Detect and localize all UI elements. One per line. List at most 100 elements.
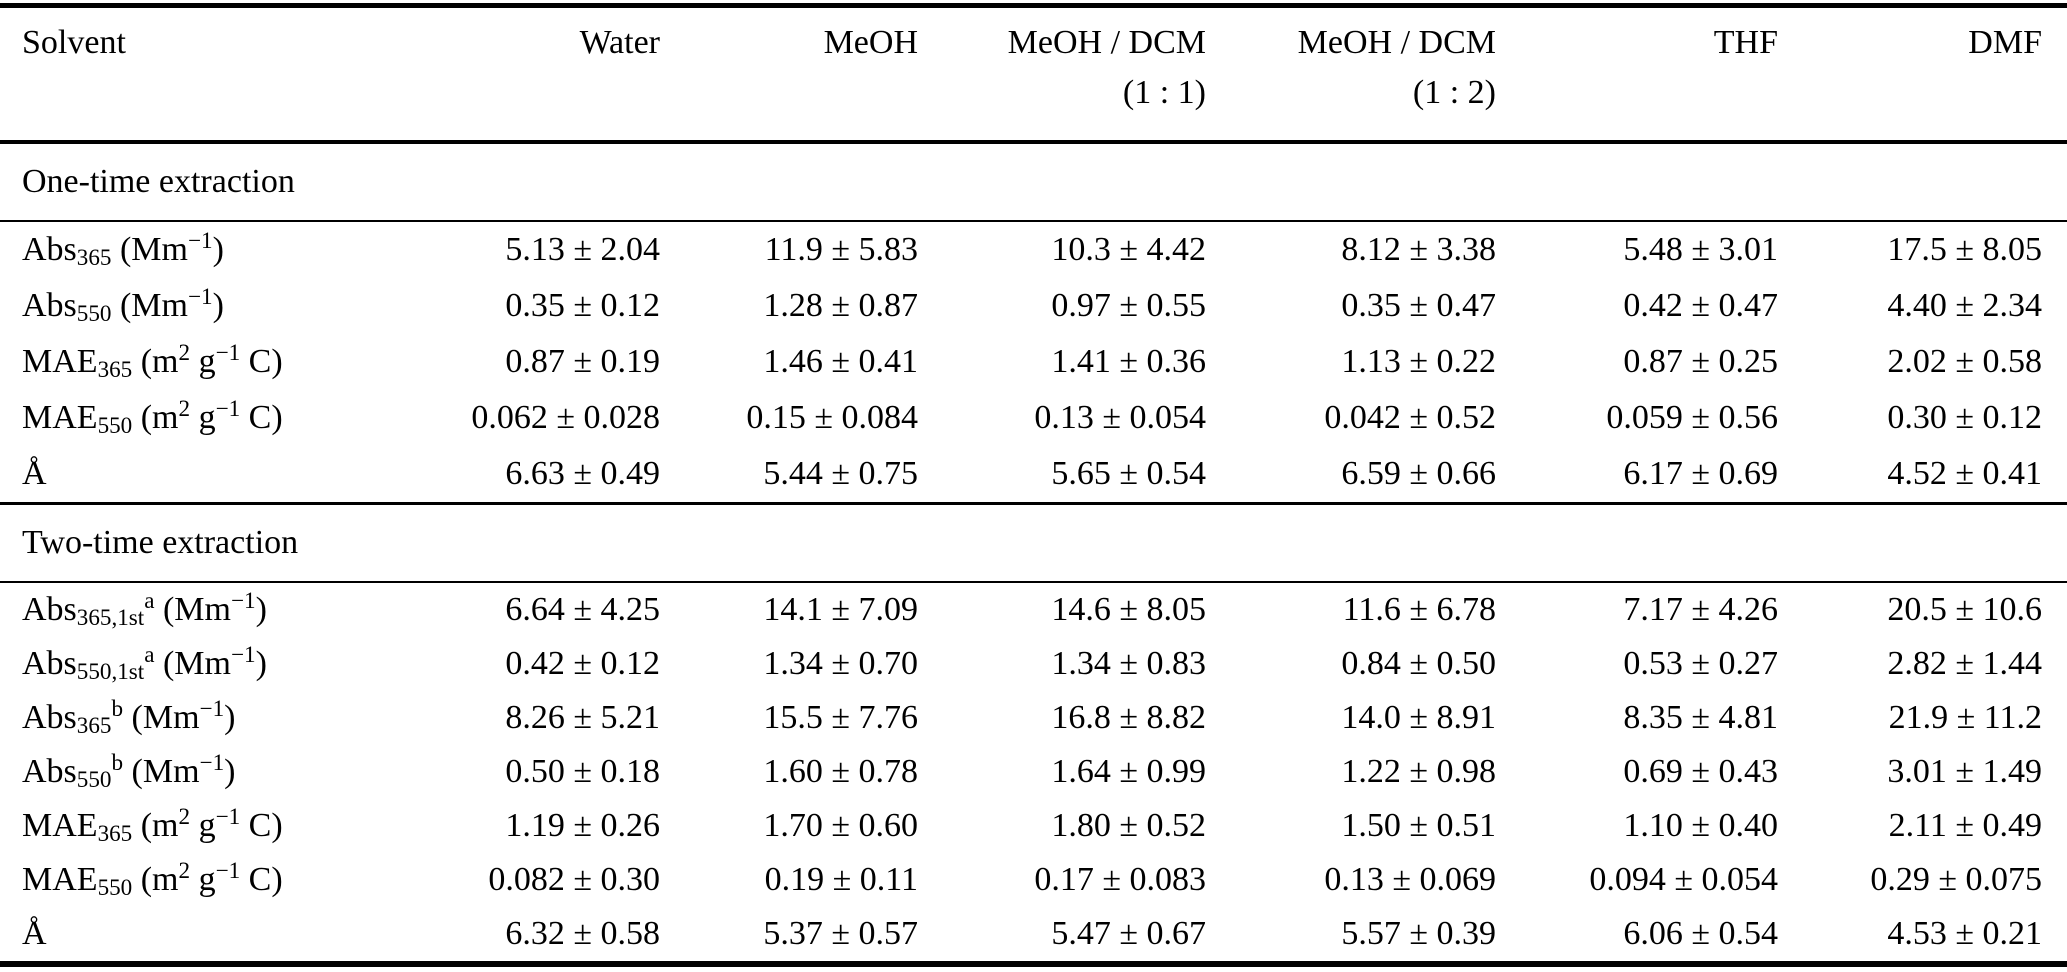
table-row: Å 6.63 ± 0.49 5.44 ± 0.75 5.65 ± 0.54 6.59 ±… (0, 446, 2067, 504)
value-cell: 10.3 ± 4.42 (1051, 231, 1206, 268)
solvent-extraction-table: Solvent Water MeOH MeOH / DCM (1 : 1) MeOH / … (0, 3, 2067, 967)
table-body: One-time extraction Abs365 (Mm−1) 5.13 ± 2… (0, 142, 2067, 964)
column-header: MeOH (660, 6, 918, 143)
label-text: C) (240, 861, 283, 898)
section-title: Two-time extraction (22, 524, 299, 561)
label-subscript: 365 (76, 713, 112, 740)
column-header: DMF (1778, 6, 2067, 143)
header-line1: Water (579, 24, 660, 61)
value-cell: 7.17 ± 4.26 (1623, 591, 1778, 628)
table-row: Abs550,1sta (Mm−1) 0.42 ± 0.12 1.34 ± 0.70… (0, 637, 2067, 691)
label-superscript: 2 (178, 858, 191, 885)
label-text: C) (240, 807, 283, 844)
label-text: ) (212, 231, 224, 268)
section-title: One-time extraction (22, 163, 295, 200)
header-line1: MeOH / DCM (1297, 24, 1496, 61)
header-line2 (1778, 68, 2042, 118)
value-cell: 14.0 ± 8.91 (1341, 699, 1496, 736)
label-superscript: 2 (178, 804, 191, 831)
row-label: MAE550 (m2 g−1 C) (0, 390, 375, 446)
value-cell: 6.17 ± 0.69 (1623, 455, 1778, 492)
value-cell: 0.094 ± 0.054 (1589, 861, 1778, 898)
label-text: ) (224, 699, 236, 736)
value-cell: 2.82 ± 1.44 (1887, 645, 2042, 682)
label-text: C) (240, 399, 283, 436)
label-superscript: a (144, 642, 155, 669)
label-text: (Mm (154, 645, 231, 682)
header-line1: MeOH (823, 24, 918, 61)
value-cell: 6.64 ± 4.25 (505, 591, 660, 628)
value-cell: 11.6 ± 6.78 (1342, 591, 1496, 628)
label-text: (m (132, 807, 179, 844)
label-superscript: b (111, 696, 124, 723)
value-cell: 0.69 ± 0.43 (1623, 753, 1778, 790)
value-cell: 20.5 ± 10.6 (1887, 591, 2042, 628)
label-text: (Mm (111, 287, 188, 324)
value-cell: 0.30 ± 0.12 (1887, 399, 2042, 436)
value-cell: 0.35 ± 0.12 (505, 287, 660, 324)
value-cell: 0.84 ± 0.50 (1341, 645, 1496, 682)
header-line2: (1 : 1) (1122, 74, 1206, 111)
value-cell: 0.15 ± 0.084 (746, 399, 918, 436)
label-superscript: b (111, 750, 124, 777)
column-header: Water (375, 6, 660, 143)
row-label: Abs550,1sta (Mm−1) (0, 637, 375, 691)
label-subscript: 550 (97, 413, 133, 440)
value-cell: 8.26 ± 5.21 (505, 699, 660, 736)
value-cell: 4.40 ± 2.34 (1887, 287, 2042, 324)
row-label: Abs550b (Mm−1) (0, 745, 375, 799)
table-row: MAE365 (m2 g−1 C) 1.19 ± 0.26 1.70 ± 0.60 1… (0, 799, 2067, 853)
table-row: MAE550 (m2 g−1 C) 0.082 ± 0.30 0.19 ± 0.11… (0, 853, 2067, 907)
table-row: MAE550 (m2 g−1 C) 0.062 ± 0.028 0.15 ± 0.0… (0, 390, 2067, 446)
label-text: ) (255, 645, 267, 682)
label-text: (m (132, 861, 179, 898)
value-cell: 0.87 ± 0.25 (1623, 343, 1778, 380)
value-cell: 6.63 ± 0.49 (505, 455, 660, 492)
value-cell: 0.062 ± 0.028 (471, 399, 660, 436)
label-subscript: 550,1st (76, 659, 145, 686)
row-label: Abs365b (Mm−1) (0, 691, 375, 745)
value-cell: 1.41 ± 0.36 (1051, 343, 1206, 380)
label-text: Abs (22, 287, 77, 324)
section-header-row: One-time extraction (0, 142, 2067, 221)
label-text: ) (212, 287, 224, 324)
value-cell: 11.9 ± 5.83 (764, 231, 918, 268)
column-header: MeOH / DCM (1 : 2) (1206, 6, 1496, 143)
value-cell: 8.35 ± 4.81 (1623, 699, 1778, 736)
label-text: MAE (22, 343, 98, 380)
label-text: Abs (22, 699, 77, 736)
value-cell: 0.42 ± 0.47 (1623, 287, 1778, 324)
label-superscript: 2 (178, 340, 191, 367)
header-line2 (375, 68, 660, 118)
label-text: ) (224, 753, 236, 790)
column-header: THF (1496, 6, 1778, 143)
value-cell: 5.48 ± 3.01 (1623, 231, 1778, 268)
value-cell: 2.11 ± 0.49 (1888, 807, 2042, 844)
value-cell: 0.29 ± 0.075 (1870, 861, 2042, 898)
table-row: Abs550b (Mm−1) 0.50 ± 0.18 1.60 ± 0.78 1.64… (0, 745, 2067, 799)
label-text: ) (255, 591, 267, 628)
label-superscript: 2 (178, 396, 191, 423)
value-cell: 14.1 ± 7.09 (763, 591, 918, 628)
value-cell: 15.5 ± 7.76 (763, 699, 918, 736)
label-subscript: 365 (97, 821, 133, 848)
value-cell: 17.5 ± 8.05 (1887, 231, 2042, 268)
row-label: Å (0, 907, 375, 964)
label-superscript: −1 (215, 340, 241, 367)
label-text: g (190, 343, 216, 380)
table-row: MAE365 (m2 g−1 C) 0.87 ± 0.19 1.46 ± 0.41 1… (0, 334, 2067, 390)
value-cell: 0.50 ± 0.18 (505, 753, 660, 790)
label-text: g (190, 807, 216, 844)
value-cell: 3.01 ± 1.49 (1887, 753, 2042, 790)
label-subscript: 365 (97, 357, 133, 384)
table-header: Solvent Water MeOH MeOH / DCM (1 : 1) MeOH / … (0, 6, 2067, 143)
label-subscript: 550 (76, 767, 112, 794)
label-text: (Mm (154, 591, 231, 628)
label-text: g (190, 399, 216, 436)
value-cell: 1.19 ± 0.26 (505, 807, 660, 844)
value-cell: 1.22 ± 0.98 (1341, 753, 1496, 790)
value-cell: 0.19 ± 0.11 (764, 861, 918, 898)
value-cell: 5.37 ± 0.57 (763, 915, 918, 952)
label-text: Abs (22, 753, 77, 790)
